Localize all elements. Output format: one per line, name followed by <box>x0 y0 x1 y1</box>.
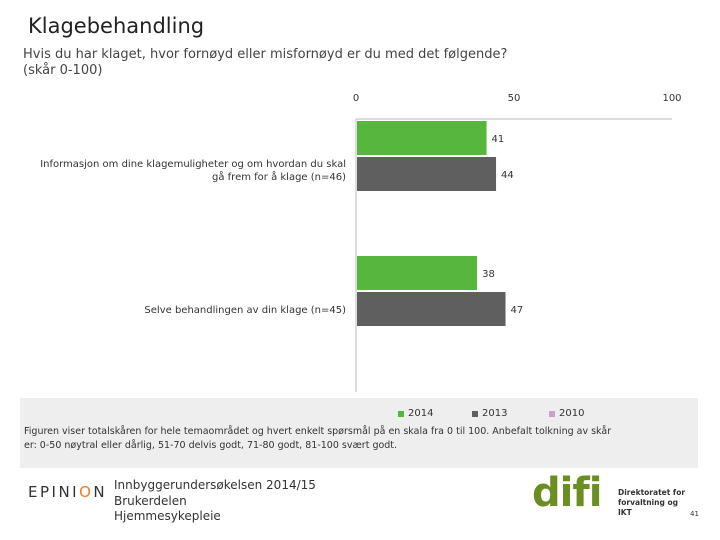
note-box: 2014 2013 2010 Figuren viser totalskåren… <box>20 398 698 468</box>
survey-info: Innbyggerundersøkelsen 2014/15 Brukerdel… <box>114 478 316 525</box>
legend-swatch-2013 <box>472 410 478 417</box>
legend-label-2013: 2013 <box>482 408 508 419</box>
survey-part: Brukerdelen <box>114 493 187 508</box>
category-label-1-line-1: Selve behandlingen av din klage (n=45) <box>144 305 346 316</box>
survey-title: Innbyggerundersøkelsen 2014/15 <box>114 478 316 492</box>
difi-desc-line-2: forvaltning og IKT <box>618 498 678 517</box>
page-number: 41 <box>690 510 699 518</box>
legend-item-2013: 2013 <box>472 408 507 419</box>
page-title: Klagebehandling <box>28 14 205 38</box>
epinion-logo-ring: O <box>79 483 94 501</box>
bar-chart: 0 50 100 Informasjon om dine klagemulighete… <box>40 93 682 392</box>
category-label-0-line-1: Informasjon om dine klagemuligheter og o… <box>40 159 346 170</box>
legend-item-2014: 2014 <box>398 408 433 419</box>
legend-swatch-2014 <box>398 410 404 417</box>
survey-service: Hjemmesykepleie <box>114 509 221 523</box>
difi-logo-word: difi <box>532 470 602 516</box>
x-tick-label-2: 100 <box>662 93 681 104</box>
x-tick-label-0: 0 <box>353 93 359 104</box>
bar-2014-1 <box>357 256 478 290</box>
epinion-logo-text-start: EPINI <box>28 483 80 501</box>
subtitle-question: Hvis du har klaget, hvor fornøyd eller m… <box>23 47 508 62</box>
data-label-2014-0: 41 <box>492 134 505 145</box>
legend-swatch-2010 <box>549 410 555 417</box>
legend-label-2014: 2014 <box>408 408 434 419</box>
data-label-2013-0: 44 <box>501 170 514 181</box>
legend: 2014 2013 2010 <box>20 408 698 422</box>
bar-2014-0 <box>357 121 487 155</box>
x-tick-label-1: 50 <box>508 93 521 104</box>
chart-subtitle: Hvis du har klaget, hvor fornøyd eller m… <box>23 47 507 79</box>
difi-logo: difi Direktoratet for forvaltning og IKT <box>532 470 687 518</box>
category-label-0-line-2: gå frem for å klage (n=46) <box>212 170 346 183</box>
legend-item-2010: 2010 <box>549 408 584 419</box>
data-label-2014-1: 38 <box>482 269 495 280</box>
difi-desc-line-1: Direktoratet for <box>618 488 686 497</box>
note-line-2: er: 0-50 nøytral eller dårlig, 51-70 del… <box>24 440 398 451</box>
epinion-logo: EPINION <box>28 483 107 501</box>
bar-2013-0 <box>357 157 497 191</box>
bar-2013-1 <box>357 292 506 326</box>
note-text: Figuren viser totalskåren for hele temao… <box>24 425 684 453</box>
note-line-1: Figuren viser totalskåren for hele temao… <box>24 426 612 437</box>
subtitle-scale: (skår 0-100) <box>23 63 103 78</box>
difi-logo-description: Direktoratet for forvaltning og IKT <box>618 488 687 518</box>
legend-label-2010: 2010 <box>559 408 585 419</box>
epinion-logo-text-end: N <box>93 483 108 501</box>
data-label-2013-1: 47 <box>511 305 524 316</box>
